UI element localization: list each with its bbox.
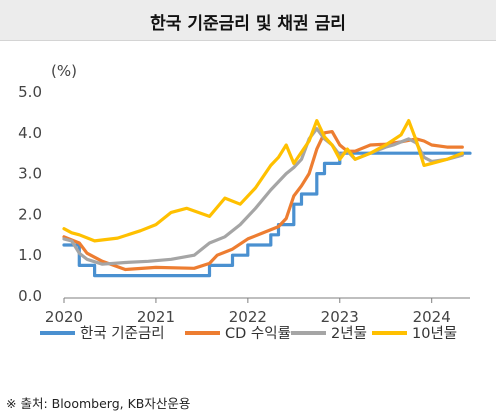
y-tick-label: 3.0: [18, 165, 42, 183]
y-tick-label: 2.0: [18, 205, 42, 223]
y-tick-label: 4.0: [18, 124, 42, 142]
series-line-2: [62, 127, 464, 266]
title-bar: 한국 기준금리 및 채권 금리: [0, 0, 496, 41]
legend-label: 10년물: [412, 325, 457, 342]
series-line-0: [62, 151, 472, 278]
x-tick-label: 2020: [45, 308, 83, 326]
legend-label: 한국 기준금리: [80, 325, 165, 342]
y-tick-label: 0.0: [18, 287, 42, 305]
y-tick-label: 5.0: [18, 83, 42, 101]
y-axis-ticks: 0.0 1.0 2.0 3.0 4.0 5.0: [18, 83, 42, 305]
x-tick-label: 2023: [321, 308, 359, 326]
legend-label: CD 수익률: [225, 325, 291, 342]
legend: 한국 기준금리 CD 수익률 2년물 10년물: [40, 325, 457, 342]
x-tick-label: 2024: [413, 308, 451, 326]
x-tick-label: 2021: [137, 308, 175, 326]
chart-title: 한국 기준금리 및 채권 금리: [150, 14, 346, 34]
x-tick-label: 2022: [229, 308, 267, 326]
y-tick-label: 1.0: [18, 246, 42, 264]
x-axis: 2020 2021 2022 2023 2024: [45, 297, 470, 326]
source-note: ※ 출처: Bloomberg, KB자산운용: [6, 396, 191, 411]
series-lines: [62, 119, 472, 278]
line-chart: (%) 0.01.02.03.04.05.0 2020 2021 2022 2023 2…: [18, 62, 472, 342]
legend-label: 2년물: [331, 325, 367, 342]
series-line-3: [62, 119, 464, 243]
y-axis-unit-label: (%): [51, 62, 77, 80]
